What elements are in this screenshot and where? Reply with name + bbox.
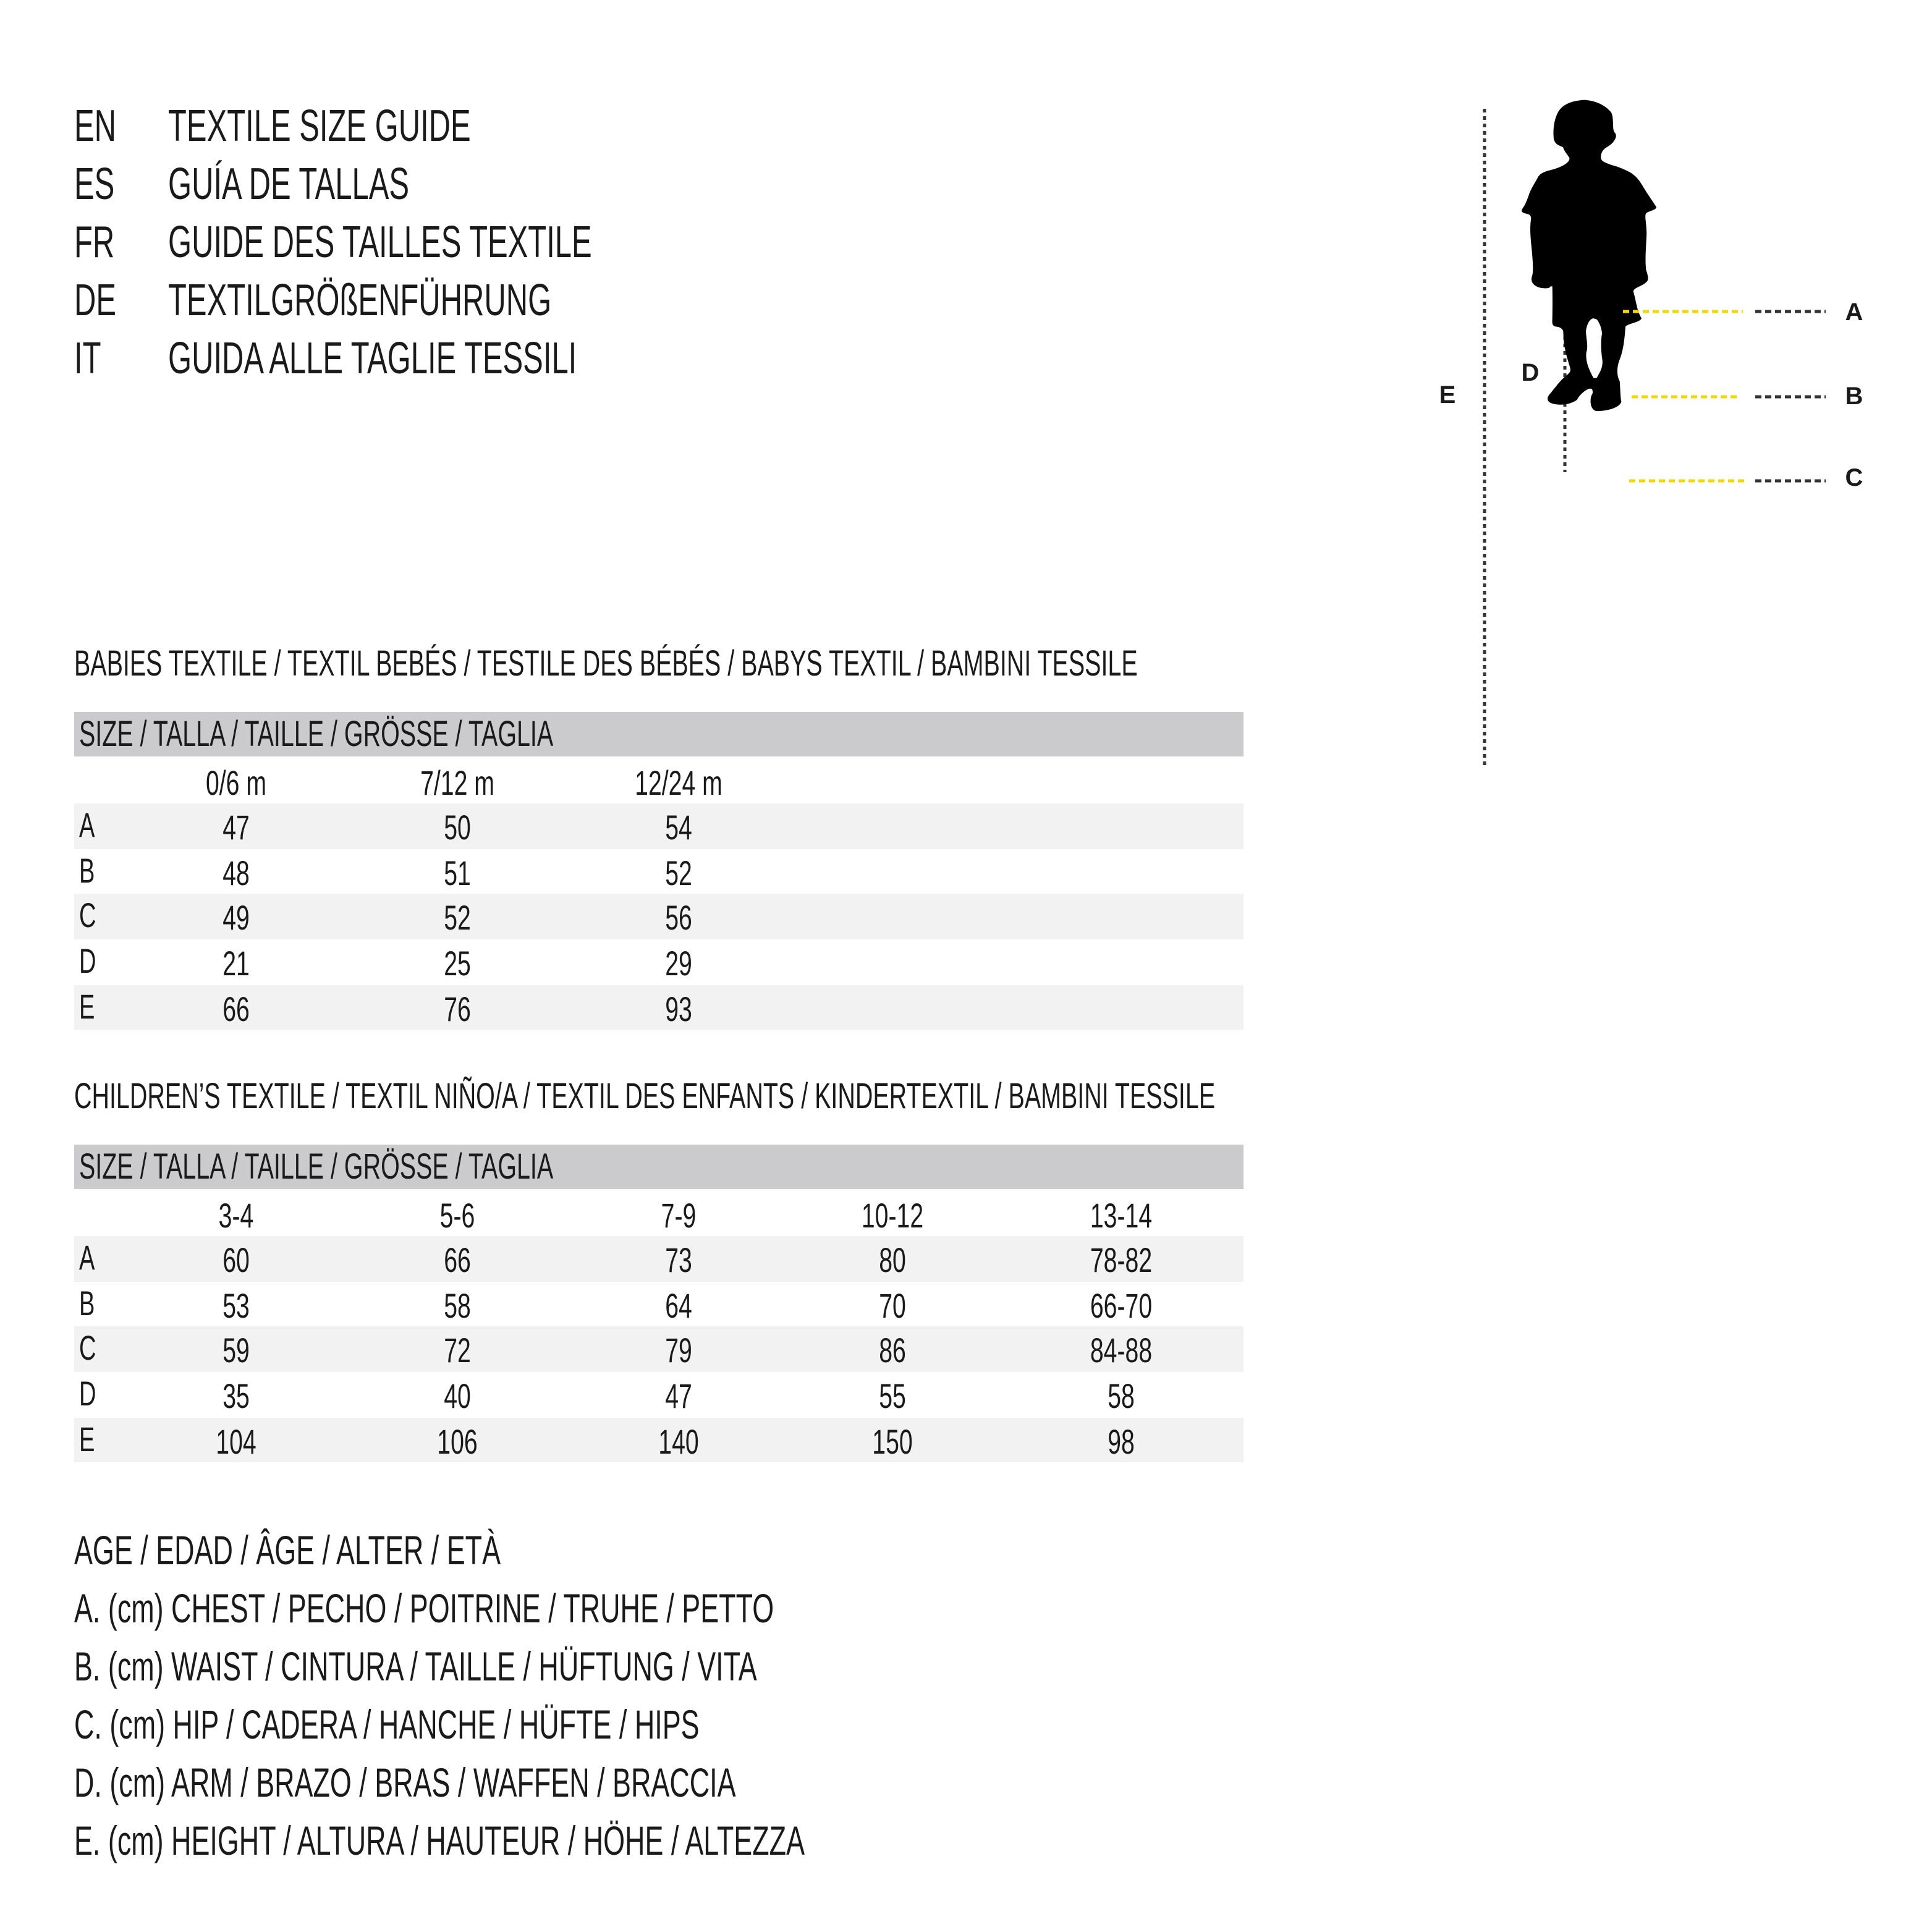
table-cell: 86 — [879, 1331, 906, 1370]
table-cell: 50 — [444, 808, 471, 847]
legend-line: C. (cm) HIP / CADERA / HANCHE / HÜFTE / … — [74, 1701, 700, 1747]
row-label: C — [79, 1329, 96, 1368]
table-cell: 72 — [444, 1331, 471, 1370]
table-cell: 140 — [658, 1422, 699, 1461]
row-shading — [74, 803, 1244, 849]
row-label: A — [79, 1239, 95, 1277]
legend-line: B. (cm) WAIST / CINTURA / TAILLE / HÜFTU… — [74, 1643, 757, 1689]
legend-line: AGE / EDAD / ÂGE / ALTER / ETÀ — [74, 1527, 501, 1573]
table-cell: 51 — [444, 854, 471, 892]
row-label: A — [79, 806, 95, 844]
table-cell: 73 — [665, 1241, 692, 1279]
table-cell: 47 — [222, 808, 250, 847]
table-cell: 60 — [222, 1241, 250, 1279]
table-cell: 35 — [222, 1377, 250, 1416]
size-header-bar — [74, 712, 1244, 756]
table-cell: 56 — [665, 899, 692, 938]
column-header: 3-4 — [218, 1197, 254, 1235]
column-header: 10-12 — [861, 1197, 924, 1235]
table-cell: 150 — [872, 1422, 913, 1461]
row-label: B — [79, 1284, 95, 1323]
table-cell: 54 — [665, 808, 692, 847]
title-lang-code: IT — [74, 333, 101, 383]
title-text: GUIDA ALLE TAGLIE TESSILI — [168, 333, 577, 383]
column-header: 0/6 m — [205, 764, 267, 802]
table-cell: 53 — [222, 1286, 250, 1325]
row-label: C — [79, 896, 96, 935]
child-silhouette — [1522, 100, 1657, 412]
column-header: 5-6 — [439, 1197, 475, 1235]
column-header: 7-9 — [661, 1197, 697, 1235]
row-shading — [74, 894, 1244, 940]
title-lang-code: ES — [74, 158, 115, 209]
table-cell: 78-82 — [1090, 1241, 1153, 1279]
table-cell: 98 — [1108, 1422, 1135, 1461]
row-shading — [74, 985, 1244, 1030]
title-text: TEXTILE SIZE GUIDE — [168, 100, 471, 151]
row-shading — [74, 1236, 1244, 1282]
size-header-label: SIZE / TALLA / TAILLE / GRÖSSE / TAGLIA — [79, 715, 554, 755]
table-cell: 52 — [444, 899, 471, 938]
table-cell: 48 — [222, 854, 250, 892]
row-label: D — [79, 1375, 96, 1413]
table-cell: 79 — [665, 1331, 692, 1370]
table-cell: 104 — [216, 1422, 256, 1461]
title-text: GUIDE DES TAILLES TEXTILE — [168, 216, 592, 267]
table-cell: 66 — [222, 989, 250, 1028]
table-cell: 58 — [444, 1286, 471, 1325]
table-cell: 40 — [444, 1377, 471, 1416]
label-b: B — [1845, 383, 1863, 410]
table-cell: 55 — [879, 1377, 906, 1416]
table-cell: 93 — [665, 989, 692, 1028]
row-label: E — [79, 987, 95, 1026]
label-c: C — [1845, 465, 1863, 492]
label-a: A — [1845, 299, 1863, 326]
row-shading — [74, 1417, 1244, 1463]
row-shading — [74, 1326, 1244, 1373]
legend-line: A. (cm) CHEST / PECHO / POITRINE / TRUHE… — [74, 1585, 774, 1631]
row-label: B — [79, 851, 95, 890]
children-heading: CHILDREN’S TEXTILE / TEXTIL NIÑO/A / TEX… — [74, 1077, 1216, 1117]
row-label: E — [79, 1420, 95, 1459]
babies-heading: BABIES TEXTILE / TEXTIL BEBÉS / TESTILE … — [74, 645, 1138, 684]
legend-line: E. (cm) HEIGHT / ALTURA / HAUTEUR / HÖHE… — [74, 1818, 805, 1863]
title-text: GUÍA DE TALLAS — [168, 158, 410, 209]
title-lang-code: DE — [74, 274, 117, 325]
column-header: 7/12 m — [420, 764, 494, 802]
table-cell: 76 — [444, 989, 471, 1028]
table-cell: 106 — [437, 1422, 478, 1461]
title-lang-code: FR — [74, 216, 115, 267]
table-cell: 66 — [444, 1241, 471, 1279]
table-cell: 64 — [665, 1286, 692, 1325]
table-cell: 58 — [1108, 1377, 1135, 1416]
label-e: E — [1439, 382, 1456, 409]
table-cell: 25 — [444, 944, 471, 983]
table-cell: 66-70 — [1090, 1286, 1153, 1325]
title-lang-code: EN — [74, 100, 117, 151]
table-cell: 80 — [879, 1241, 906, 1279]
title-text: TEXTILGRÖßENFÜHRUNG — [168, 274, 552, 325]
column-header: 13-14 — [1090, 1197, 1153, 1235]
table-cell: 29 — [665, 944, 692, 983]
size-header-bar — [74, 1145, 1244, 1189]
table-cell: 49 — [222, 899, 250, 938]
table-cell: 52 — [665, 854, 692, 892]
table-cell: 59 — [222, 1331, 250, 1370]
table-cell: 47 — [665, 1377, 692, 1416]
legend-line: D. (cm) ARM / BRAZO / BRAS / WAFFEN / BR… — [74, 1760, 736, 1805]
table-cell: 21 — [222, 944, 250, 983]
table-cell: 70 — [879, 1286, 906, 1325]
row-label: D — [79, 942, 96, 981]
size-header-label: SIZE / TALLA / TAILLE / GRÖSSE / TAGLIA — [79, 1148, 554, 1187]
column-header: 12/24 m — [635, 764, 722, 802]
table-cell: 84-88 — [1090, 1331, 1153, 1370]
label-d: D — [1521, 360, 1540, 387]
